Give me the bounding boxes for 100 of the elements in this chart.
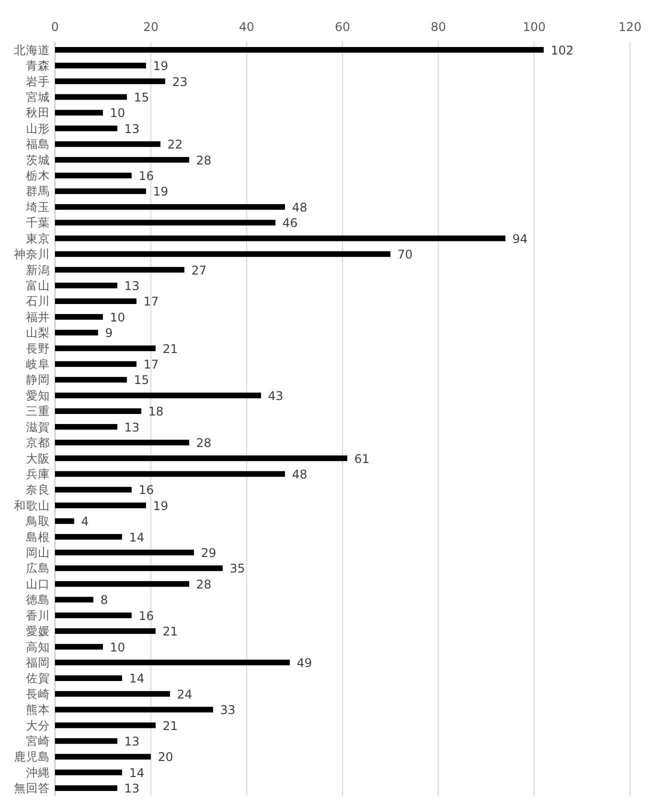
category-label: 富山 (26, 278, 50, 292)
data-label: 28 (196, 153, 212, 168)
data-label: 8 (100, 593, 108, 608)
category-label: 鳥取 (26, 514, 50, 528)
data-label: 15 (134, 373, 150, 388)
data-label: 10 (110, 106, 126, 120)
category-label: 熊本 (26, 702, 50, 717)
data-label: 10 (110, 640, 126, 654)
category-label: 新潟 (26, 262, 50, 277)
category-label: 沖縄 (26, 765, 50, 780)
category-label: 大阪 (26, 451, 50, 466)
category-label: 三重 (26, 404, 50, 418)
category-label: 滋賀 (26, 420, 50, 434)
category-label: 奈良 (26, 482, 50, 497)
category-label: 島根 (26, 530, 50, 544)
data-label: 17 (143, 294, 159, 309)
category-label: 宮崎 (26, 734, 50, 748)
category-label: 群馬 (26, 184, 50, 198)
tick-label: 20 (143, 20, 158, 34)
data-label: 29 (200, 546, 216, 560)
category-label: 埼玉 (26, 200, 50, 214)
category-label: 千葉 (26, 216, 50, 230)
category-label: 北海道 (14, 42, 50, 57)
tick-label: 0 (51, 20, 59, 34)
data-label: 27 (191, 263, 207, 278)
data-label: 13 (124, 420, 140, 434)
data-label: 15 (134, 90, 150, 104)
category-label: 岐阜 (26, 357, 50, 372)
category-label: 石川 (26, 294, 50, 308)
data-label: 13 (124, 734, 140, 749)
category-label: 佐賀 (26, 671, 50, 686)
category-label: 鹿児島 (14, 750, 50, 764)
data-label: 61 (354, 452, 370, 466)
data-label: 19 (153, 59, 168, 74)
data-label: 35 (230, 562, 245, 576)
category-label: 東京 (26, 231, 50, 246)
category-label: 神奈川 (14, 247, 50, 262)
category-label: 山形 (26, 121, 50, 136)
data-label: 14 (129, 766, 144, 780)
category-label: 徳島 (26, 592, 50, 607)
data-label: 9 (105, 326, 113, 340)
category-label: 兵庫 (26, 466, 50, 481)
data-label: 24 (177, 687, 192, 702)
data-label: 33 (220, 703, 236, 718)
category-label: 宮城 (26, 90, 50, 104)
data-label: 94 (512, 232, 528, 246)
tick-label: 40 (239, 20, 254, 34)
data-label: 49 (296, 656, 312, 670)
category-label: 高知 (26, 640, 50, 654)
category-label: 福岡 (26, 655, 50, 670)
data-label: 102 (550, 43, 574, 58)
data-label: 21 (162, 342, 178, 356)
category-label: 大分 (26, 718, 50, 732)
tick-label: 80 (430, 20, 446, 34)
data-label: 18 (148, 404, 164, 419)
data-label: 4 (81, 514, 89, 529)
data-label: 14 (129, 530, 144, 544)
data-label: 19 (153, 184, 168, 199)
data-label: 16 (138, 608, 154, 623)
data-label: 46 (282, 216, 298, 230)
data-label: 43 (268, 388, 284, 403)
data-label: 16 (138, 169, 154, 184)
category-label: 静岡 (26, 372, 50, 387)
data-label: 13 (124, 782, 140, 796)
category-label: 福井 (26, 310, 50, 324)
category-label: 愛媛 (26, 624, 50, 638)
category-label: 青森 (26, 58, 50, 73)
data-label: 17 (143, 358, 159, 372)
data-label: 48 (292, 467, 308, 482)
category-label: 岡山 (26, 546, 50, 560)
data-label: 28 (196, 436, 212, 450)
data-label: 21 (162, 624, 178, 639)
category-label: 長野 (26, 341, 50, 356)
category-label: 栃木 (26, 168, 50, 183)
data-label: 19 (153, 498, 168, 513)
category-label: 広島 (26, 561, 50, 576)
tick-label: 120 (618, 20, 642, 34)
category-label: 福島 (26, 137, 50, 152)
data-label: 20 (158, 750, 174, 764)
data-label: 13 (124, 278, 140, 293)
category-label: 和歌山 (14, 498, 50, 512)
data-label: 14 (129, 672, 144, 686)
category-label: 京都 (26, 436, 50, 450)
data-label: 48 (292, 200, 308, 214)
category-label: 岩手 (26, 74, 50, 88)
tick-label: 60 (334, 20, 350, 34)
category-label: 山梨 (26, 326, 50, 340)
category-label: 愛知 (26, 388, 50, 402)
category-label: 長崎 (26, 686, 50, 701)
data-label: 16 (138, 483, 154, 498)
category-label: 香川 (26, 608, 50, 622)
data-label: 28 (196, 577, 212, 592)
tick-label: 100 (522, 20, 546, 34)
data-label: 13 (124, 122, 140, 136)
category-label: 山口 (26, 576, 50, 591)
data-label: 10 (110, 310, 126, 324)
data-label: 21 (162, 718, 178, 733)
category-label: 無回答 (14, 781, 50, 796)
category-label: 茨城 (26, 152, 50, 167)
data-label: 70 (397, 248, 413, 262)
